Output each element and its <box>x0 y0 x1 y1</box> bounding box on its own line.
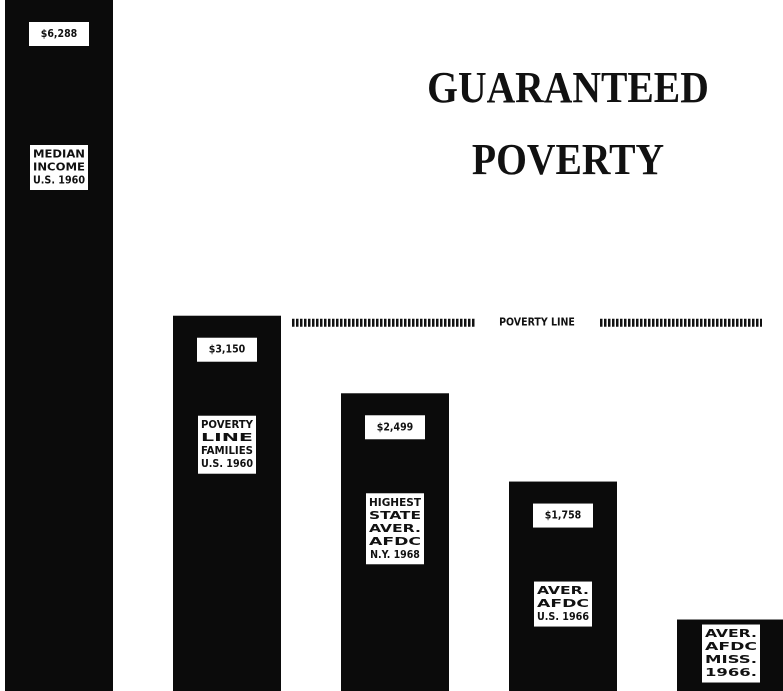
category-label: AVER. <box>705 628 757 640</box>
reference-label: POVERTY LINE <box>499 317 575 329</box>
value-label-bg <box>29 22 89 46</box>
category-label-bg <box>534 581 592 627</box>
value-label-bg <box>365 415 425 440</box>
category-label: N.Y. 1968 <box>370 549 420 561</box>
value-label: $6,288 <box>41 28 77 40</box>
category-label: LINE <box>201 432 253 444</box>
bar <box>173 315 281 691</box>
category-label: U.S. 1960 <box>201 458 253 470</box>
category-label: AVER. <box>537 585 589 597</box>
category-label: MISS. <box>705 654 757 666</box>
category-label-bg <box>366 493 424 565</box>
chart-title: GUARANTEED POVERTY <box>427 63 709 184</box>
value-label-bg <box>533 503 593 528</box>
category-label: AFDC <box>369 536 421 548</box>
category-label-bg <box>30 145 88 190</box>
category-label: AVER. <box>369 523 421 535</box>
category-label: 1966. <box>705 667 757 679</box>
bar <box>5 0 113 691</box>
category-label: AFDC <box>705 641 757 653</box>
reference-label-bg <box>475 314 600 331</box>
category-label: STATE <box>369 510 421 522</box>
value-label: $3,150 <box>209 344 246 356</box>
category-label: U.S. 1966 <box>537 611 589 623</box>
value-label: $1,758 <box>545 510 581 522</box>
category-label: AFDC <box>537 598 589 610</box>
category-label: MEDIAN <box>33 149 85 161</box>
category-label: FAMILIES <box>201 445 253 457</box>
category-label-bg <box>702 624 760 683</box>
value-label: $2,499 <box>377 421 413 433</box>
category-label: POVERTY <box>201 419 253 431</box>
category-label: INCOME <box>33 162 85 174</box>
category-label: U.S. 1960 <box>33 175 85 187</box>
category-label: HIGHEST <box>369 497 422 509</box>
value-label-bg <box>197 337 257 362</box>
category-label-bg <box>198 415 256 474</box>
